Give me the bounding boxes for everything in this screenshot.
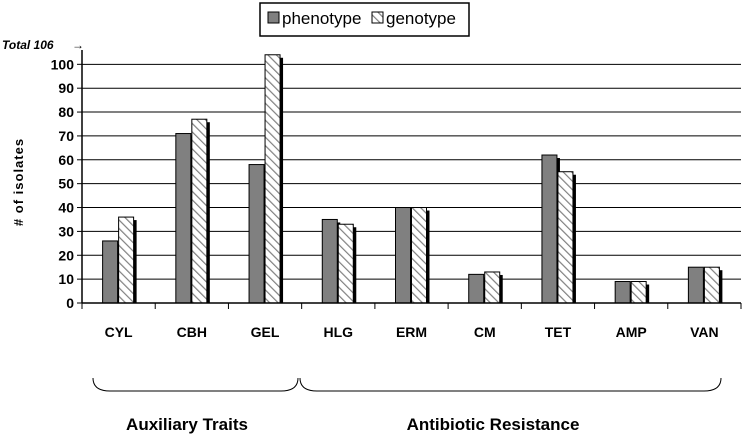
y-tick-label: 30 (58, 223, 74, 239)
x-tick-label: VAN (690, 324, 719, 340)
y-tick-label: 40 (58, 200, 74, 216)
bar-phenotype-erm (395, 207, 411, 304)
y-axis-ticks: 0 10 20 30 40 50 60 70 80 90 100 (51, 56, 82, 311)
y-tick-label: 90 (58, 80, 74, 96)
bar-genotype-gel (264, 54, 281, 304)
x-tick-label: CBH (177, 324, 207, 340)
bar-genotype-van (703, 266, 720, 304)
bar-phenotype-tet (541, 154, 558, 304)
group-antibiotic: Antibiotic Resistance (299, 377, 722, 434)
y-tick-label: 80 (58, 104, 74, 120)
y-axis-label: # of isolates (11, 138, 26, 226)
total-annotation: Total 106 → (2, 38, 84, 52)
bar-phenotype-cyl (102, 240, 119, 304)
x-tick-label: CM (474, 324, 496, 340)
bar-phenotype-hlg (321, 218, 338, 304)
y-tick-label: 10 (58, 271, 74, 287)
bar-phenotype-van (687, 266, 704, 304)
x-tick-label: TET (545, 324, 572, 340)
y-tick-label: 70 (58, 128, 74, 144)
group-label-auxiliary: Auxiliary Traits (126, 415, 248, 434)
x-tick-label: HLG (323, 324, 353, 340)
bar-phenotype-cbh (175, 133, 192, 304)
bar-genotype-erm (411, 207, 427, 304)
legend-label-genotype: genotype (386, 9, 456, 28)
bar-phenotype-cm (468, 273, 485, 304)
bar-genotype-cyl (118, 216, 135, 304)
y-tick-label: 20 (58, 247, 74, 263)
total-label: Total 106 (2, 38, 54, 52)
bar-genotype-amp (630, 281, 647, 304)
bars (102, 54, 723, 304)
x-tick-label: ERM (396, 324, 427, 340)
y-tick-label: 50 (58, 176, 74, 192)
axes (81, 50, 742, 309)
legend-label-phenotype: phenotype (282, 9, 361, 28)
bar-genotype-cm (484, 271, 501, 304)
bar-genotype-hlg (337, 223, 354, 304)
group-auxiliary: Auxiliary Traits (92, 377, 299, 434)
legend-swatch-genotype (371, 11, 384, 24)
bar-genotype-tet (557, 171, 574, 304)
bar-genotype-cbh (191, 118, 208, 304)
y-tick-label: 60 (58, 152, 74, 168)
group-brace-auxiliary (92, 377, 299, 392)
y-tick-label: 100 (51, 56, 75, 72)
x-axis-labels: CYL CBH GEL HLG ERM CM TET AMP VAN (105, 324, 719, 340)
x-tick-label: AMP (616, 324, 647, 340)
total-arrow: → (72, 38, 84, 52)
bar-phenotype-amp (614, 281, 631, 304)
y-tick-label: 0 (66, 295, 74, 311)
group-brace-antibiotic (299, 377, 722, 392)
group-label-antibiotic: Antibiotic Resistance (407, 415, 580, 434)
legend-swatch-phenotype (267, 11, 280, 24)
bar-phenotype-gel (248, 164, 265, 304)
x-tick-label: GEL (251, 324, 280, 340)
x-tick-label: CYL (105, 324, 133, 340)
legend-box (259, 2, 470, 37)
legend: phenotype genotype (259, 2, 470, 37)
